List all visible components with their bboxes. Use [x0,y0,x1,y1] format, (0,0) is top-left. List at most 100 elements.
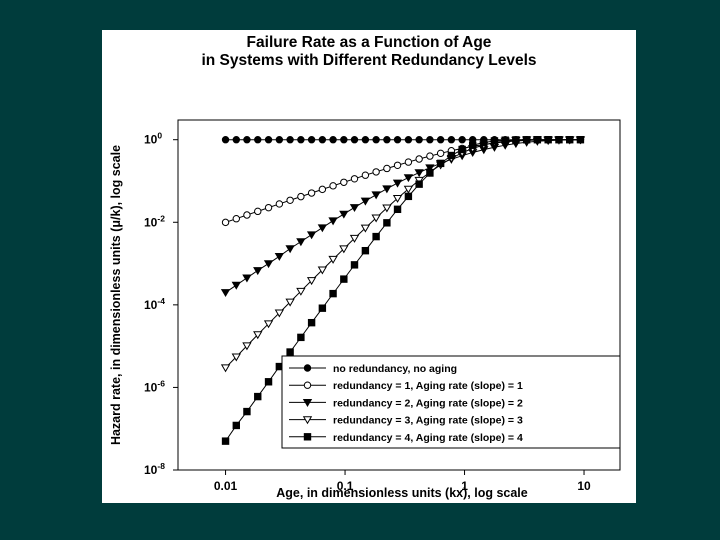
data-point [243,407,251,416]
data-point [306,277,317,286]
data-point [360,197,371,206]
data-point [350,175,359,183]
y-tick-base: 10 [144,215,158,229]
x-tick-label: 1 [461,479,468,493]
data-point [404,135,413,144]
data-point [221,437,230,445]
series-1 [221,135,585,227]
data-point [458,145,466,154]
data-point [371,191,381,200]
data-point [297,333,305,342]
data-point [243,211,251,219]
data-point [383,219,391,227]
data-point [328,255,338,264]
data-point [372,135,380,144]
data-point [403,185,414,194]
data-point [264,203,273,212]
data-point [490,137,499,145]
data-point [458,135,466,144]
data-point [339,245,349,254]
series-line [225,139,581,223]
data-point [340,178,348,186]
data-point [254,135,262,144]
data-point [533,136,542,144]
data-point [436,149,445,158]
data-point [220,364,231,373]
data-point [480,138,488,147]
y-tick-label: 10-6 [144,378,165,394]
data-point [555,135,563,144]
y-tick-label: 10-2 [144,213,165,229]
x-tick-label: 0.1 [337,479,354,493]
data-point [371,214,381,223]
data-point [382,185,392,194]
legend-label: redundancy = 2, Aging rate (slope) = 2 [333,397,523,409]
chart-title: Failure Rate as a Function of Age in Sys… [102,34,636,70]
data-point [360,224,371,233]
data-point [349,204,360,213]
data-point [425,164,435,173]
chart-title-line-1: Failure Rate as a Function of Age [246,34,492,51]
data-point [296,287,306,296]
data-point [306,231,317,240]
data-point [263,320,274,329]
legend: no redundancy, no aging redundancy = 1, A… [281,355,621,449]
data-point [286,348,294,356]
data-point [274,252,285,261]
data-point [576,135,585,144]
y-tick-base: 10 [144,380,158,394]
data-point [468,141,477,149]
data-point [403,174,414,183]
data-point [350,261,359,269]
data-point [329,182,337,190]
data-point [232,421,240,430]
data-point [544,135,552,144]
legend-item: redundancy = 3, Aging rate (slope) = 3 [289,415,523,427]
data-point [382,204,392,213]
y-tick-exponent: -6 [157,378,165,388]
chart-panel: Failure Rate as a Function of Age in Sys… [102,30,636,503]
data-point [297,192,305,201]
data-point [404,192,413,201]
y-tick-label: 100 [144,131,162,147]
data-point [393,135,402,144]
data-point [253,267,263,276]
legend-label: redundancy = 3, Aging rate (slope) = 3 [333,415,523,427]
legend-item: no redundancy, no aging [289,363,457,375]
legend-label: redundancy = 1, Aging rate (slope) = 1 [333,380,523,392]
data-point [297,135,305,144]
data-point [340,275,348,283]
data-point [426,169,434,177]
data-point [349,234,360,243]
data-point [328,217,338,226]
data-point [501,136,509,144]
data-point [436,159,445,168]
chart-title-line-2: in Systems with Different Redundancy Lev… [201,52,537,69]
data-point [232,135,240,144]
data-point [221,135,230,144]
data-point [361,171,370,179]
data-point [242,274,252,283]
x-axis: 0.01 0.1 1 10 [214,470,591,493]
plot-frame [177,119,621,471]
data-point [307,318,316,327]
data-point [436,135,445,144]
data-point [231,281,241,290]
data-point [318,304,327,312]
data-point [253,331,263,340]
data-point [274,309,285,318]
data-point [392,179,403,188]
y-axis-label: Hazard rate, in dimensionless units (μ/k… [109,145,123,445]
data-point [415,180,423,188]
data-point [243,135,251,144]
legend-item: redundancy = 4, Aging rate (slope) = 4 [289,432,523,444]
data-point [414,169,424,178]
data-point [361,135,370,144]
data-point [383,164,391,173]
data-point [275,135,284,144]
data-point [286,135,294,144]
y-tick-base: 10 [144,133,158,147]
data-point [232,215,240,223]
data-point [426,135,434,144]
